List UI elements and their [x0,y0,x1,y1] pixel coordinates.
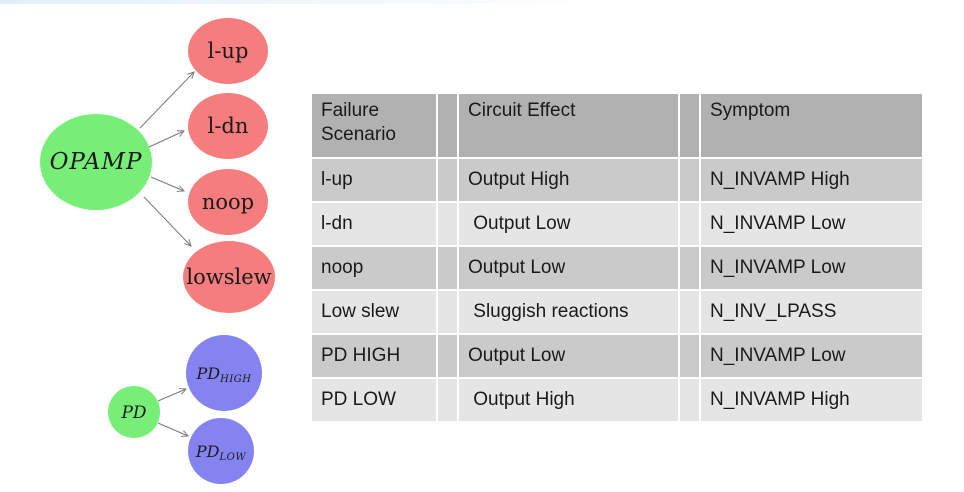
cell-scenario: l-up [312,159,436,201]
cell-symptom: N_INVAMP Low [701,247,922,289]
edge-pd-pdlow [157,422,188,436]
header-failure-scenario: Failure Scenario [312,94,436,157]
cell-spacer [438,247,457,289]
node-pdlow [188,418,254,484]
cell-spacer [438,203,457,245]
cell-spacer [438,291,457,333]
edge-opamp-ldn [148,131,184,148]
cell-spacer [680,203,699,245]
node-pd-label: PD [120,403,146,423]
table-row: Low slew Sluggish reactions N_INV_LPASS [312,291,922,333]
cell-scenario: PD HIGH [312,335,436,377]
cell-scenario: noop [312,247,436,289]
node-pdhigh [186,335,262,411]
cell-spacer [438,335,457,377]
header-symptom: Symptom [701,94,922,157]
pdhigh-subscript: HIGH [219,374,251,385]
cell-effect: Output High [459,379,678,421]
top-accent-strip [0,0,620,4]
cell-scenario: l-dn [312,203,436,245]
node-pdlow-label: PDLOW [195,442,246,463]
node-noop-label: noop [202,190,254,214]
node-ldn-label: l-dn [208,114,249,138]
table-row: noop Output Low N_INVAMP Low [312,247,922,289]
cell-spacer [438,159,457,201]
node-opamp-label: OPAMP [50,149,143,175]
cell-effect: Output Low [459,335,678,377]
table-row: l-dn Output Low N_INVAMP Low [312,203,922,245]
node-pdhigh-label: PDHIGH [196,364,252,385]
edge-pd-pdhigh [157,389,186,402]
cell-spacer [680,159,699,201]
pdlow-subscript: LOW [218,452,246,463]
header-spacer [680,94,699,157]
node-pd [108,386,160,438]
failure-mode-diagram: OPAMP l-up l-dn noop lowslew PD PDHIGH P… [40,18,275,484]
node-lowslew [183,241,275,313]
cell-spacer [438,379,457,421]
cell-effect: Sluggish reactions [459,291,678,333]
node-lup [188,18,268,84]
edge-opamp-noop [150,176,184,191]
node-lup-label: l-up [208,39,249,63]
cell-symptom: N_INVAMP High [701,379,922,421]
edge-opamp-lup [139,72,194,129]
table-header-row: Failure Scenario Circuit Effect Symptom [312,94,922,157]
cell-symptom: N_INVAMP Low [701,203,922,245]
edge-opamp-lowslew [143,196,191,246]
cell-effect: Output Low [459,203,678,245]
header-circuit-effect: Circuit Effect [459,94,678,157]
header-spacer [438,94,457,157]
cell-spacer [680,335,699,377]
cell-symptom: N_INVAMP High [701,159,922,201]
failure-scenario-table: Failure Scenario Circuit Effect Symptom … [310,92,924,423]
cell-effect: Output Low [459,247,678,289]
cell-spacer [680,379,699,421]
cell-symptom: N_INVAMP Low [701,335,922,377]
cell-scenario: Low slew [312,291,436,333]
node-opamp [40,114,152,210]
table-row: l-up Output High N_INVAMP High [312,159,922,201]
cell-scenario: PD LOW [312,379,436,421]
node-ldn [188,93,268,159]
cell-symptom: N_INV_LPASS [701,291,922,333]
cell-effect: Output High [459,159,678,201]
diagram-edges [139,72,194,436]
pdhigh-main-text: PD [196,364,221,383]
table-row: PD LOW Output High N_INVAMP High [312,379,922,421]
node-noop [188,169,268,235]
cell-spacer [680,291,699,333]
cell-spacer [680,247,699,289]
node-lowslew-label: lowslew [186,265,271,289]
table-row: PD HIGH Output Low N_INVAMP Low [312,335,922,377]
pdlow-main-text: PD [195,442,220,461]
